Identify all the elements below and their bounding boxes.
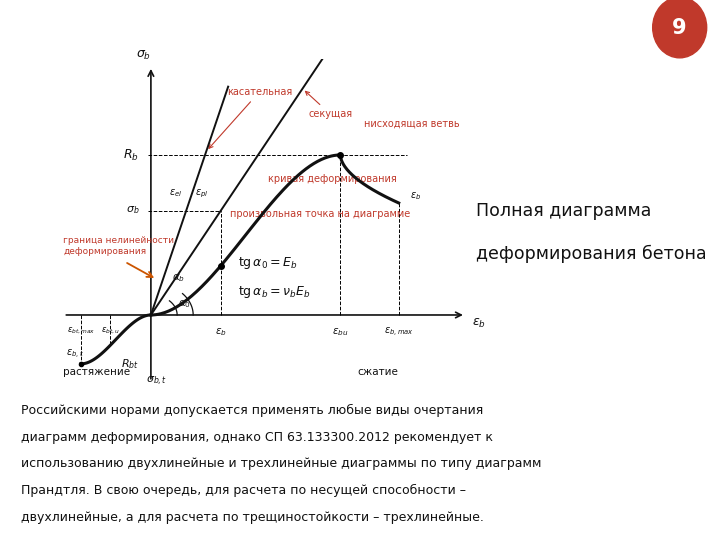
Text: нисходящая ветвь: нисходящая ветвь: [364, 118, 459, 128]
Text: $\alpha_0$: $\alpha_0$: [178, 298, 191, 310]
Text: использованию двухлинейные и трехлинейные диаграммы по типу диаграмм: использованию двухлинейные и трехлинейны…: [22, 457, 542, 470]
Text: растяжение: растяжение: [63, 367, 130, 377]
Text: $\sigma_b$: $\sigma_b$: [125, 205, 139, 217]
Text: деформирования бетона: деформирования бетона: [477, 245, 707, 262]
Text: $\varepsilon_{bt,u}$: $\varepsilon_{bt,u}$: [101, 326, 120, 336]
Ellipse shape: [652, 0, 706, 58]
Text: $\varepsilon_{bu}$: $\varepsilon_{bu}$: [332, 326, 348, 338]
Text: $\alpha_b$: $\alpha_b$: [172, 273, 185, 285]
Text: сжатие: сжатие: [358, 367, 399, 377]
Text: $\varepsilon_{b,t}$: $\varepsilon_{b,t}$: [66, 348, 84, 361]
Text: Российскими норами допускается применять любые виды очертания: Российскими норами допускается применять…: [22, 404, 484, 417]
Text: $\mathrm{tg}\,\alpha_0 = E_b$: $\mathrm{tg}\,\alpha_0 = E_b$: [238, 255, 298, 271]
Text: $\varepsilon_{el}$: $\varepsilon_{el}$: [168, 187, 182, 199]
Text: двухлинейные, а для расчета по трещиностойкости – трехлинейные.: двухлинейные, а для расчета по трещиност…: [22, 511, 484, 524]
Text: секущая: секущая: [305, 91, 353, 119]
Text: $\varepsilon_{pl}$: $\varepsilon_{pl}$: [194, 187, 208, 200]
Text: $R_b$: $R_b$: [123, 147, 139, 163]
Text: диаграмм деформирования, однако СП 63.133300.2012 рекомендует к: диаграмм деформирования, однако СП 63.13…: [22, 430, 493, 444]
Text: $\varepsilon_b$: $\varepsilon_b$: [472, 318, 485, 330]
Text: Прандтля. В свою очередь, для расчета по несущей способности –: Прандтля. В свою очередь, для расчета по…: [22, 484, 467, 497]
Text: $\varepsilon_{b,max}$: $\varepsilon_{b,max}$: [384, 326, 414, 339]
Text: 9: 9: [672, 17, 687, 38]
Text: $R_{bt}$: $R_{bt}$: [121, 357, 139, 371]
Text: Полная диаграмма: Полная диаграмма: [477, 202, 652, 220]
Text: $\varepsilon_b$: $\varepsilon_b$: [215, 326, 227, 338]
Text: $\varepsilon_{bt,max}$: $\varepsilon_{bt,max}$: [67, 326, 95, 336]
Text: $\mathrm{tg}\,\alpha_b = \nu_b E_b$: $\mathrm{tg}\,\alpha_b = \nu_b E_b$: [238, 284, 310, 300]
Text: произвольная точка на диаграмме: произвольная точка на диаграмме: [230, 209, 410, 219]
Text: $\sigma_b$: $\sigma_b$: [136, 49, 151, 62]
Text: кривая деформирования: кривая деформирования: [268, 174, 396, 184]
Text: граница нелинейности
деформирования: граница нелинейности деформирования: [63, 237, 174, 256]
Text: $\varepsilon_b$: $\varepsilon_b$: [410, 191, 422, 202]
Text: $\sigma_{b,t}$: $\sigma_{b,t}$: [146, 375, 167, 388]
Text: касательная: касательная: [209, 87, 292, 148]
Text: Диаграммы деформирования бетона: Диаграммы деформирования бетона: [50, 15, 612, 40]
